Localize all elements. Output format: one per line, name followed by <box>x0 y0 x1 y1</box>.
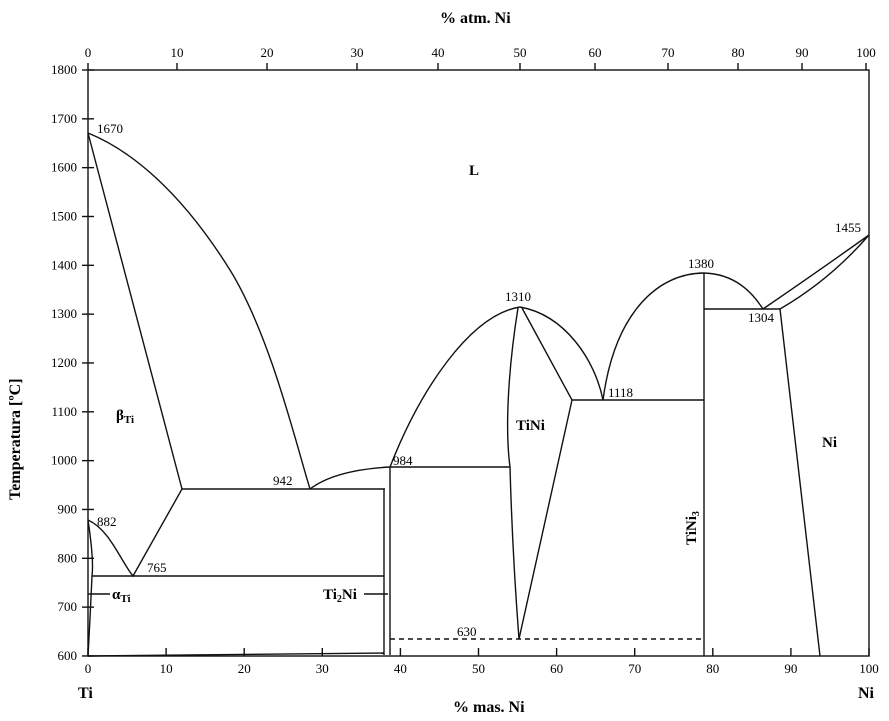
bottom-tick-label: 30 <box>316 661 329 676</box>
top-tick-label: 40 <box>432 45 445 60</box>
y-tick-label: 900 <box>58 501 78 516</box>
y-tick-label: 1500 <box>51 208 77 223</box>
bottom-tick-label: 90 <box>784 661 797 676</box>
bottom-tick-label: 100 <box>859 661 879 676</box>
liquidus-ni <box>762 234 870 310</box>
liquidus-tini3-right <box>703 272 764 310</box>
y-tick-label: 1000 <box>51 453 77 468</box>
top-tick-label: 20 <box>261 45 274 60</box>
top-tick-label: 90 <box>796 45 809 60</box>
y-tick-label: 1400 <box>51 257 77 272</box>
label-1310: 1310 <box>505 289 531 304</box>
phase-ti2ni: Ti2Ni <box>323 587 357 605</box>
liquidus-tini-left <box>389 306 521 468</box>
label-942: 942 <box>273 473 293 488</box>
tini-left-boundary <box>506 307 520 640</box>
label-1455: 1455 <box>835 220 861 235</box>
bottom-tick-label: 10 <box>160 661 173 676</box>
y-tick-label: 800 <box>58 550 78 565</box>
label-984: 984 <box>393 453 413 468</box>
alpha-solvus <box>87 519 94 657</box>
y-tick-label: 1200 <box>51 355 77 370</box>
top-tick-label: 100 <box>856 45 876 60</box>
liquidus-tini-right <box>519 306 604 401</box>
label-1670: 1670 <box>97 121 123 136</box>
label-630: 630 <box>457 624 477 639</box>
bottom-tick-label: 40 <box>394 661 407 676</box>
bottom-left-element: Ti <box>78 685 93 702</box>
plot-frame <box>87 69 870 657</box>
top-tick-label: 30 <box>351 45 364 60</box>
label-1380: 1380 <box>688 256 714 271</box>
phase-liquid: L <box>469 163 479 179</box>
liquidus-ti2ni <box>309 466 391 490</box>
bottom-tick-label: 0 <box>85 661 92 676</box>
label-1118: 1118 <box>608 385 633 400</box>
ni-solvus <box>779 308 821 657</box>
top-tick-label: 10 <box>171 45 184 60</box>
phase-ni: Ni <box>822 435 837 451</box>
phase-tini3: TiNi3 <box>684 511 702 545</box>
solidus-ni <box>779 234 870 310</box>
y-tick-label: 1700 <box>51 111 77 126</box>
y-tick-label: 1600 <box>51 160 77 175</box>
bottom-boundary <box>87 652 385 657</box>
bottom-tick-label: 60 <box>550 661 563 676</box>
tini-right-boundary <box>518 307 573 640</box>
y-tick-label: 1100 <box>51 404 77 419</box>
bottom-axis-title: % mas. Ni <box>453 699 525 716</box>
phase-beta: βTi <box>116 408 134 426</box>
bottom-tick-label: 50 <box>472 661 485 676</box>
beta-alpha-transus <box>87 488 183 578</box>
bottom-tick-label: 80 <box>706 661 719 676</box>
phase-tini: TiNi <box>516 418 545 434</box>
top-axis-title: % atm. Ni <box>440 10 511 27</box>
y-tick-label: 600 <box>58 648 78 663</box>
beta-solvus <box>87 132 183 490</box>
label-882: 882 <box>97 514 117 529</box>
top-tick-label: 70 <box>662 45 675 60</box>
liquidus-beta <box>87 132 311 490</box>
bottom-right-element: Ni <box>858 685 875 702</box>
top-tick-label: 50 <box>514 45 527 60</box>
axis-ticks: 0 10 20 30 40 50 60 70 80 90 1000 10 20 30 40 50 60 70 80 9… <box>51 45 879 676</box>
y-tick-label: 700 <box>58 599 78 614</box>
top-tick-label: 60 <box>589 45 602 60</box>
y-tick-label: 1300 <box>51 306 77 321</box>
bottom-tick-label: 20 <box>238 661 251 676</box>
label-1304: 1304 <box>748 310 775 325</box>
liquidus-tini3-left <box>602 272 705 401</box>
y-tick-label: 1800 <box>51 62 77 77</box>
y-axis-title: Temperatura [ºC] <box>7 378 24 500</box>
phase-alpha: αTi <box>112 587 131 605</box>
top-tick-label: 0 <box>85 45 92 60</box>
label-765: 765 <box>147 560 167 575</box>
top-tick-label: 80 <box>732 45 745 60</box>
bottom-tick-label: 70 <box>628 661 641 676</box>
